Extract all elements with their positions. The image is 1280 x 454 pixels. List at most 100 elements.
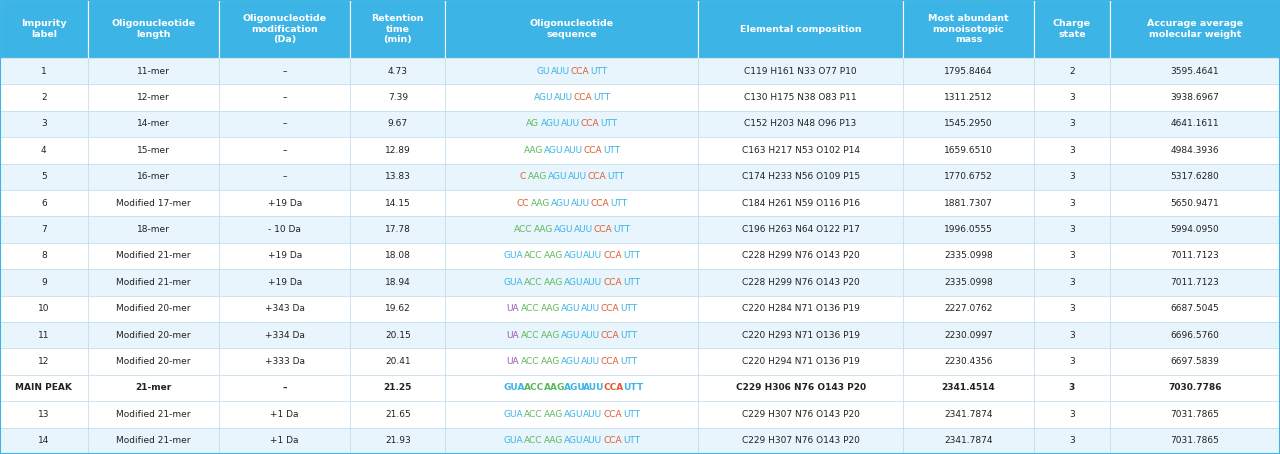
Bar [351,217,445,243]
Text: AUU: AUU [563,146,582,155]
Text: UTT: UTT [623,278,640,287]
Bar [699,269,902,296]
Bar [445,190,699,217]
Bar [219,217,351,243]
Text: –: – [283,93,287,102]
Text: CCA: CCA [600,357,620,366]
Bar [351,243,445,269]
Bar [1110,243,1280,269]
Bar [699,401,902,428]
Text: Oligonucleotide
sequence: Oligonucleotide sequence [530,20,614,39]
Text: 2341.7874: 2341.7874 [945,436,993,445]
Bar [0,375,87,401]
Text: 21-mer: 21-mer [136,384,172,393]
Text: 18.08: 18.08 [385,252,411,261]
Text: UTT: UTT [608,173,625,181]
Bar [902,296,1034,322]
Text: AUU: AUU [584,278,603,287]
Text: AAG: AAG [544,252,563,261]
Text: 5: 5 [41,173,46,181]
Text: 18-mer: 18-mer [137,225,170,234]
Bar [0,269,87,296]
Text: UTT: UTT [623,410,640,419]
Text: 3: 3 [1069,384,1075,393]
Bar [1110,217,1280,243]
Text: UA: UA [507,357,518,366]
Text: 21.25: 21.25 [384,384,412,393]
Text: +19 Da: +19 Da [268,278,302,287]
Text: Most abundant
monoisotopic
mass: Most abundant monoisotopic mass [928,14,1009,44]
Text: C228 H299 N76 O143 P20: C228 H299 N76 O143 P20 [741,252,859,261]
Text: CCA: CCA [581,119,599,128]
Text: 11-mer: 11-mer [137,67,170,76]
Bar [902,322,1034,348]
Text: +1 Da: +1 Da [270,410,300,419]
Bar [1034,190,1110,217]
Text: –: – [283,67,287,76]
Bar [1034,428,1110,454]
Bar [219,296,351,322]
Text: 12-mer: 12-mer [137,93,170,102]
Text: 5650.9471: 5650.9471 [1170,199,1220,207]
Text: 3: 3 [41,119,46,128]
Bar [699,190,902,217]
Text: GUA: GUA [503,410,524,419]
Bar [699,137,902,163]
Text: 3: 3 [1069,331,1075,340]
Bar [0,322,87,348]
Bar [902,137,1034,163]
Bar [351,322,445,348]
Bar [219,401,351,428]
Bar [219,269,351,296]
Text: GUA: GUA [503,436,524,445]
Bar [699,163,902,190]
Bar [351,111,445,137]
Bar [87,243,219,269]
Text: C119 H161 N33 O77 P10: C119 H161 N33 O77 P10 [744,67,856,76]
Bar [902,84,1034,111]
Bar [445,375,699,401]
Text: C229 H307 N76 O143 P20: C229 H307 N76 O143 P20 [741,436,860,445]
Text: 14: 14 [38,436,50,445]
Bar [445,111,699,137]
Text: AGU: AGU [540,119,561,128]
Text: 6697.5839: 6697.5839 [1170,357,1220,366]
Text: C229 H307 N76 O143 P20: C229 H307 N76 O143 P20 [741,410,860,419]
Bar [351,296,445,322]
Text: AAG: AAG [540,304,561,313]
Bar [0,348,87,375]
Text: AGU: AGU [550,199,570,207]
Bar [445,296,699,322]
Text: 11: 11 [38,331,50,340]
Text: Modified 20-mer: Modified 20-mer [116,331,191,340]
Text: 7030.7786: 7030.7786 [1169,384,1221,393]
Text: 2227.0762: 2227.0762 [945,304,993,313]
Text: AUU: AUU [571,199,590,207]
Text: 7: 7 [41,225,46,234]
Text: AGU: AGU [563,278,582,287]
Text: CCA: CCA [594,225,612,234]
Text: 3: 3 [1069,357,1075,366]
Bar [1034,137,1110,163]
Text: 4641.1611: 4641.1611 [1170,119,1219,128]
Bar [1034,243,1110,269]
Text: 3595.4641: 3595.4641 [1170,67,1219,76]
Text: AG: AG [526,119,539,128]
Bar [87,190,219,217]
Text: AUU: AUU [553,93,572,102]
Text: 13: 13 [38,410,50,419]
Text: CCA: CCA [588,173,607,181]
Text: 2335.0998: 2335.0998 [945,252,993,261]
Bar [445,269,699,296]
Text: 9.67: 9.67 [388,119,408,128]
Text: –: – [283,384,287,393]
Text: AUU: AUU [550,67,570,76]
Text: 1770.6752: 1770.6752 [945,173,993,181]
Text: UTT: UTT [621,357,637,366]
Text: UTT: UTT [594,93,611,102]
Text: ACC: ACC [521,304,539,313]
Text: +333 Da: +333 Da [265,357,305,366]
Text: AAG: AAG [527,173,548,181]
Bar [87,111,219,137]
Text: 15-mer: 15-mer [137,146,170,155]
